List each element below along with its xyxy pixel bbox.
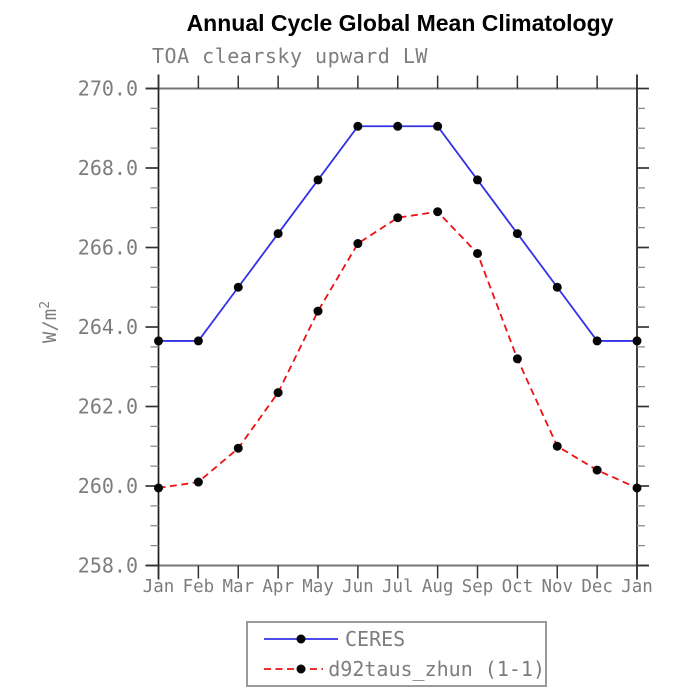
y-tick-label: 268.0 xyxy=(78,156,138,180)
x-tick-label: Oct xyxy=(502,577,534,597)
x-tick-label: Nov xyxy=(541,577,573,597)
data-point-model xyxy=(313,306,323,316)
y-tick-label: 270.0 xyxy=(78,77,138,101)
y-tick-label: 264.0 xyxy=(78,315,138,339)
data-point-ceres xyxy=(393,121,403,131)
series-line-ceres xyxy=(158,125,637,342)
x-tick-label: Sep xyxy=(462,577,494,597)
chart-title: Annual Cycle Global Mean Climatology xyxy=(186,10,614,36)
x-tick-label: Apr xyxy=(262,577,294,597)
y-axis-title: W/m2 xyxy=(38,301,61,343)
x-tick-label: May xyxy=(302,577,334,597)
data-point-ceres xyxy=(433,121,443,131)
data-point-model xyxy=(433,207,443,217)
x-tick-label: Feb xyxy=(183,577,215,597)
x-tick-label: Jul xyxy=(382,577,414,597)
data-point-model xyxy=(193,477,203,487)
data-point-ceres xyxy=(592,336,602,346)
x-tick-label: Jan xyxy=(621,577,653,597)
data-point-ceres xyxy=(473,175,482,185)
x-tick-label: Jan xyxy=(143,577,175,597)
chart-subtitle: TOA clearsky upward LW xyxy=(152,44,428,68)
legend-item-ceres: CERES xyxy=(248,626,545,652)
data-point-ceres xyxy=(313,175,323,185)
data-point-model xyxy=(273,388,283,398)
y-tick-label: 262.0 xyxy=(78,395,138,419)
data-point-ceres xyxy=(154,336,163,346)
x-tick-label: Jun xyxy=(342,577,374,597)
legend-item-model: d92taus_zhun (1-1) xyxy=(248,656,545,682)
data-point-ceres xyxy=(273,229,283,239)
data-point-ceres xyxy=(552,282,562,292)
data-point-model xyxy=(552,441,562,451)
data-point-ceres xyxy=(632,336,642,346)
data-point-model xyxy=(353,239,363,249)
data-point-ceres xyxy=(353,121,363,131)
x-tick-label: Mar xyxy=(222,577,254,597)
legend-line-sample-model xyxy=(264,664,324,674)
legend-label-model: d92taus_zhun (1-1) xyxy=(328,656,545,681)
series-line-model xyxy=(158,210,638,489)
data-point-model xyxy=(592,465,602,475)
data-point-ceres xyxy=(512,229,522,239)
legend-label-ceres: CERES xyxy=(345,627,406,652)
data-point-model xyxy=(233,443,243,453)
x-tick-label: Aug xyxy=(422,577,454,597)
legend-sample-marker xyxy=(296,664,306,674)
data-point-model xyxy=(632,483,642,493)
data-point-ceres xyxy=(193,336,203,346)
legend-line-sample-ceres xyxy=(264,634,338,644)
data-point-ceres xyxy=(233,282,243,292)
plot-area: Jan Feb Mar Apr May Jun Jul Aug Sep Oct Nov Dec Jan2… xyxy=(38,74,653,597)
data-point-model xyxy=(512,354,522,364)
y-tick-label: 266.0 xyxy=(78,236,138,260)
legend: CERES d92taus_zhun (1-1) xyxy=(246,621,547,687)
legend-sample-marker xyxy=(296,634,306,644)
y-tick-label: 260.0 xyxy=(78,474,138,498)
x-tick-label: Dec xyxy=(581,577,613,597)
data-point-model xyxy=(473,248,482,258)
data-point-model xyxy=(154,483,163,493)
data-point-model xyxy=(393,213,403,223)
y-tick-label: 258.0 xyxy=(78,554,138,578)
